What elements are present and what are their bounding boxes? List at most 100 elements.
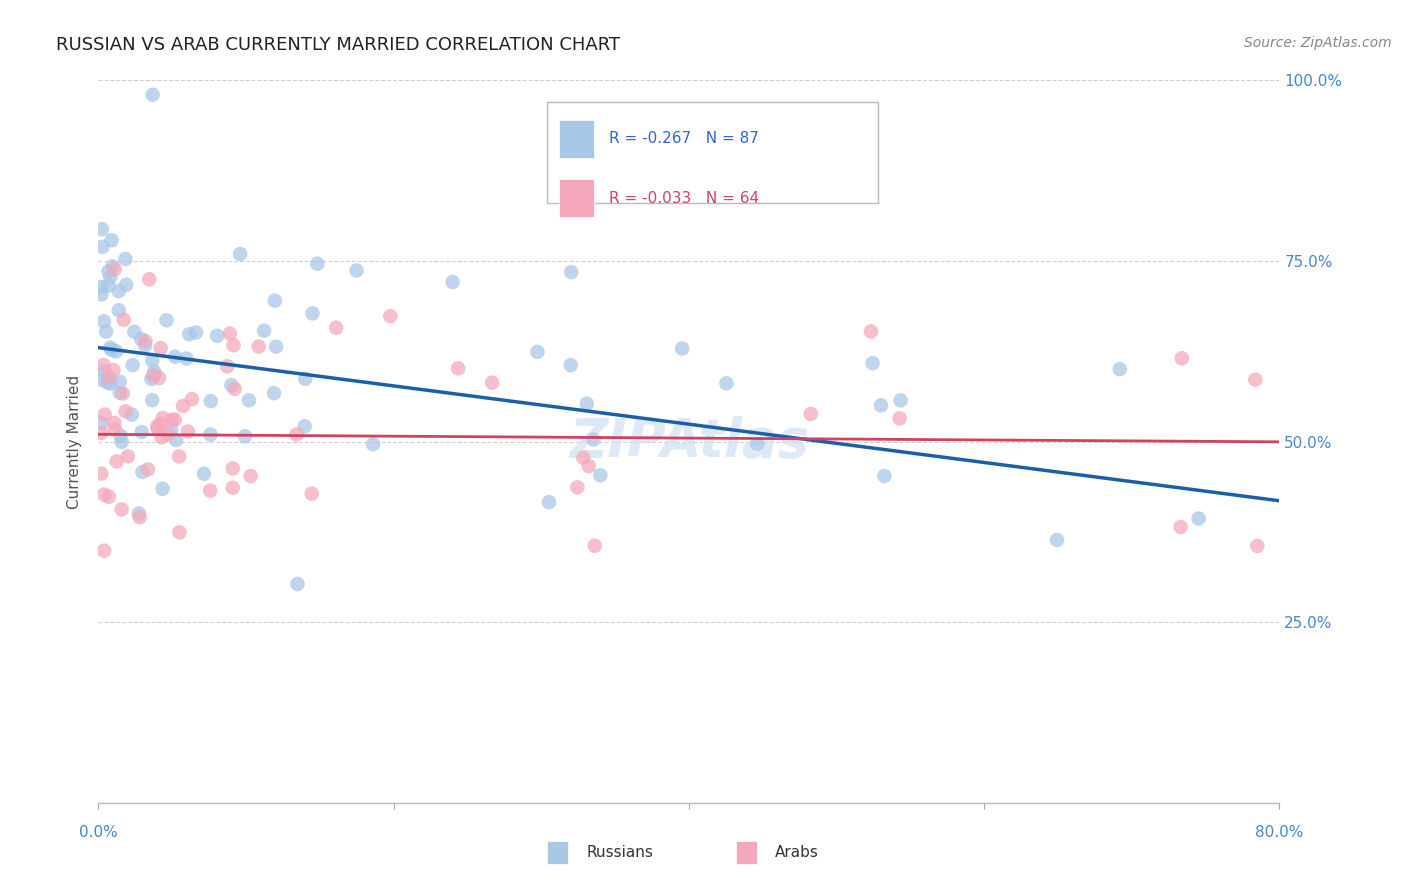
Point <box>1046 533 1069 547</box>
Point <box>121 358 143 372</box>
Point <box>101 260 124 274</box>
Point <box>107 284 129 298</box>
Point <box>142 368 165 382</box>
Point <box>537 495 560 509</box>
Point <box>526 344 548 359</box>
Point <box>90 416 112 430</box>
Point <box>100 233 122 247</box>
Point <box>124 325 146 339</box>
Point <box>716 376 738 391</box>
Point <box>253 324 276 338</box>
Point <box>233 429 256 443</box>
Point <box>1244 373 1267 387</box>
Point <box>141 393 163 408</box>
Point <box>143 365 166 379</box>
Point <box>115 277 138 292</box>
Point <box>218 326 240 341</box>
Point <box>181 392 204 406</box>
Point <box>179 327 201 342</box>
Point <box>578 459 600 474</box>
Point <box>572 450 595 465</box>
Point <box>138 272 160 286</box>
Point <box>238 393 260 408</box>
Text: Russians: Russians <box>586 845 652 860</box>
Point <box>560 358 582 372</box>
Point <box>148 371 170 385</box>
Point <box>97 490 120 504</box>
Point <box>134 338 156 352</box>
Bar <box>737 841 758 864</box>
Text: 0.0%: 0.0% <box>79 825 118 840</box>
Point <box>800 407 823 421</box>
Point <box>239 469 262 483</box>
Point <box>90 425 112 440</box>
Point <box>447 361 470 376</box>
Text: Source: ZipAtlas.com: Source: ZipAtlas.com <box>1244 36 1392 50</box>
Point <box>100 343 122 357</box>
Point <box>301 306 323 320</box>
Point <box>156 427 179 442</box>
Point <box>100 341 122 355</box>
Point <box>105 344 128 359</box>
Point <box>889 411 911 425</box>
Point <box>105 454 128 468</box>
Point <box>285 427 308 442</box>
Point <box>160 423 183 437</box>
Point <box>93 487 115 501</box>
Text: ZIPAtlas: ZIPAtlas <box>569 416 808 467</box>
Bar <box>547 841 568 864</box>
Point <box>142 87 165 102</box>
Point <box>94 325 117 339</box>
Point <box>184 326 207 340</box>
Point <box>98 270 121 285</box>
Point <box>150 430 173 444</box>
Point <box>567 480 589 494</box>
Bar <box>560 120 595 158</box>
Point <box>96 376 118 390</box>
Point <box>575 397 598 411</box>
Point <box>104 262 127 277</box>
Point <box>152 411 174 425</box>
Point <box>165 350 187 364</box>
Point <box>169 525 191 540</box>
Bar <box>560 179 595 217</box>
Point <box>136 462 159 476</box>
Point <box>134 334 156 348</box>
Point <box>205 329 228 343</box>
Point <box>108 385 131 400</box>
Point <box>163 413 186 427</box>
Point <box>380 309 402 323</box>
Point <box>582 433 605 447</box>
Point <box>104 422 127 436</box>
Text: RUSSIAN VS ARAB CURRENTLY MARRIED CORRELATION CHART: RUSSIAN VS ARAB CURRENTLY MARRIED CORREL… <box>56 36 620 54</box>
Point <box>149 341 172 355</box>
Point <box>111 386 134 401</box>
Point <box>325 320 347 334</box>
Text: Arabs: Arabs <box>775 845 820 860</box>
Point <box>1188 511 1211 525</box>
Point <box>103 363 125 377</box>
Point <box>131 465 153 479</box>
Point <box>247 340 270 354</box>
Point <box>152 482 174 496</box>
Point <box>114 252 136 266</box>
Point <box>93 358 115 372</box>
Point <box>560 265 582 279</box>
Text: R = -0.033   N = 64: R = -0.033 N = 64 <box>609 191 759 205</box>
Point <box>128 507 150 521</box>
Point <box>90 467 112 481</box>
Point <box>149 417 172 431</box>
Bar <box>547 102 877 203</box>
Point <box>131 425 153 439</box>
Point <box>165 433 187 447</box>
Point <box>129 332 152 346</box>
Text: R = -0.267   N = 87: R = -0.267 N = 87 <box>609 131 758 146</box>
Point <box>1108 362 1130 376</box>
Point <box>307 257 329 271</box>
Point <box>117 450 139 464</box>
Point <box>146 422 169 436</box>
Point <box>160 412 183 426</box>
Point <box>97 370 120 384</box>
Point <box>264 340 287 354</box>
Point <box>229 247 252 261</box>
